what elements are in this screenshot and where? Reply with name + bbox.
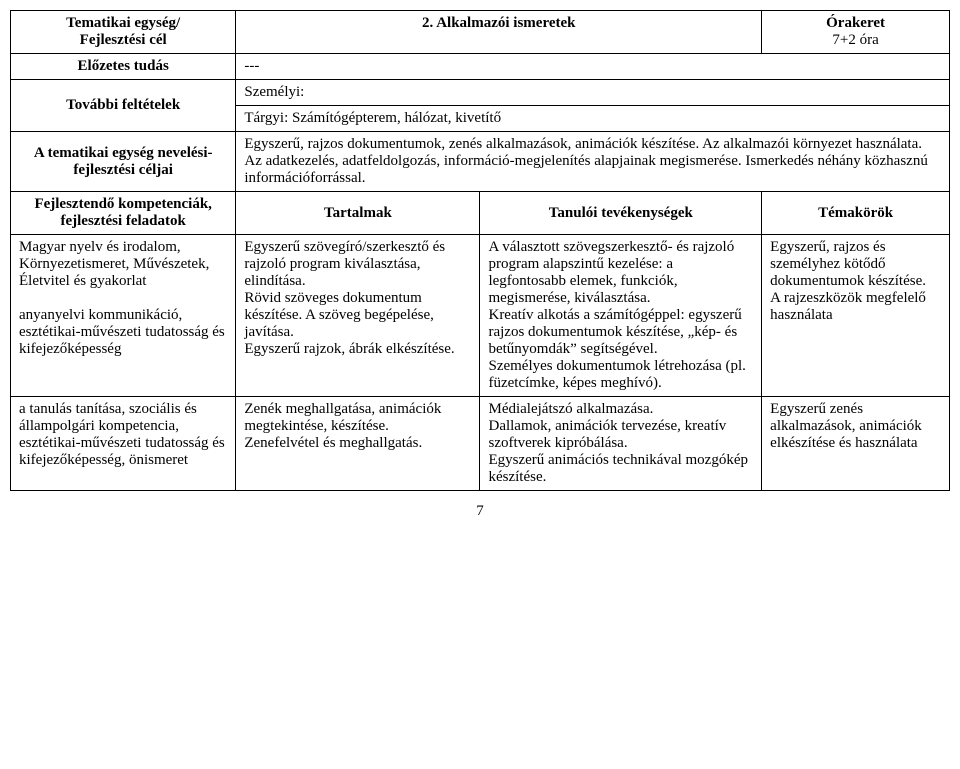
table-row: Magyar nyelv és irodalom, Környezetismer… [11,235,950,397]
unit-label-text: Tematikai egység/Fejlesztési cél [66,15,180,48]
col-competence: Fejlesztendő kompetenciák, fejlesztési f… [11,192,236,235]
hours-label: Órakeret [826,15,885,31]
cell-text: Egyszerű, rajzos és személyhez kötődő do… [770,239,926,323]
col-activities: Tanulói tevékenységek [480,192,762,235]
prior-label: Előzetes tudás [11,54,236,80]
unit-value: 2. Alkalmazói ismeretek [236,11,762,54]
conditions-personal: Személyi: [236,80,950,106]
goals-label: A tematikai egység nevelési-fejlesztési … [11,132,236,192]
table-row: a tanulás tanítása, szociális és állampo… [11,397,950,491]
conditions-material: Tárgyi: Számítógépterem, hálózat, kivetí… [236,106,950,132]
cell-text: Egyszerű zenés alkalmazások, animációk e… [770,401,922,451]
col-content: Tartalmak [236,192,480,235]
cell-text: Médialejátszó alkalmazása.Dallamok, anim… [488,401,748,485]
hours-cell: Órakeret 7+2 óra [762,11,950,54]
col-topics: Témakörök [762,192,950,235]
hours-value: 7+2 óra [832,32,878,48]
col-competence-text: Fejlesztendő kompetenciák, fejlesztési f… [34,196,211,229]
cell-text: Zenék meghallgatása, animációk megtekint… [244,401,441,451]
cell-competence: Magyar nyelv és irodalom, Környezetismer… [11,235,236,397]
cell-content: Zenék meghallgatása, animációk megtekint… [236,397,480,491]
page-number-text: 7 [476,503,484,519]
goals-label-text: A tematikai egység nevelési-fejlesztési … [34,145,213,178]
cell-topics: Egyszerű zenés alkalmazások, animációk e… [762,397,950,491]
unit-label: Tematikai egység/Fejlesztési cél [11,11,236,54]
goals-text: Egyszerű, rajzos dokumentumok, zenés alk… [236,132,950,192]
col-activities-text: Tanulói tevékenységek [549,205,693,221]
prior-label-text: Előzetes tudás [78,58,169,74]
prior-value-text: --- [244,58,259,74]
cell-competence: a tanulás tanítása, szociális és állampo… [11,397,236,491]
conditions-material-text: Tárgyi: Számítógépterem, hálózat, kivetí… [244,110,501,126]
unit-value-text: 2. Alkalmazói ismeretek [422,15,575,31]
curriculum-table: Tematikai egység/Fejlesztési cél 2. Alka… [10,10,950,491]
col-topics-text: Témakörök [818,205,893,221]
conditions-label: További feltételek [11,80,236,132]
prior-value: --- [236,54,950,80]
cell-activities: A választott szövegszerkesztő- és rajzol… [480,235,762,397]
goals-text-span: Egyszerű, rajzos dokumentumok, zenés alk… [244,136,927,186]
page-number: 7 [10,503,950,520]
col-content-text: Tartalmak [324,205,392,221]
conditions-label-text: További feltételek [66,97,180,113]
cell-text: Magyar nyelv és irodalom, Környezetismer… [19,239,225,357]
cell-topics: Egyszerű, rajzos és személyhez kötődő do… [762,235,950,397]
cell-content: Egyszerű szövegíró/szerkesztő és rajzoló… [236,235,480,397]
cell-text: A választott szövegszerkesztő- és rajzol… [488,239,745,391]
cell-activities: Médialejátszó alkalmazása.Dallamok, anim… [480,397,762,491]
cell-text: Egyszerű szövegíró/szerkesztő és rajzoló… [244,239,454,357]
cell-text: a tanulás tanítása, szociális és állampo… [19,401,225,468]
conditions-personal-text: Személyi: [244,84,304,100]
